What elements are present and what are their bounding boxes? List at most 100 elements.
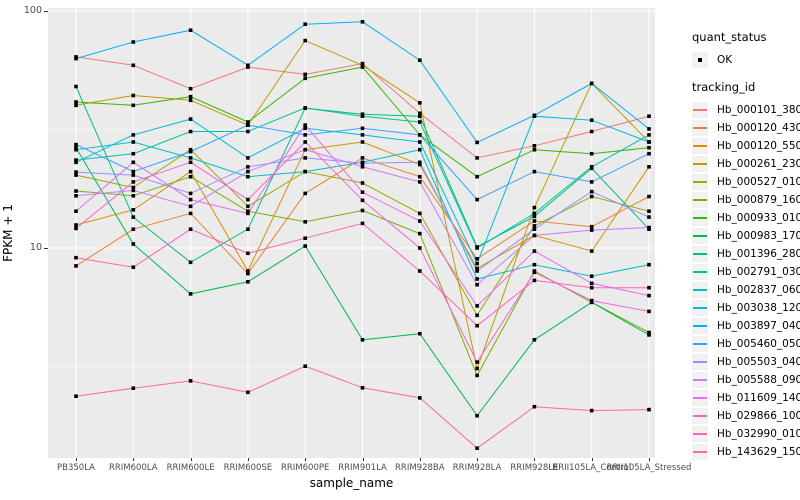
- data-point: [74, 158, 78, 162]
- data-point: [74, 100, 78, 104]
- data-point: [647, 194, 651, 199]
- data-point: [418, 140, 422, 144]
- data-point: [303, 191, 307, 196]
- legend-item-Hb_005503_040: Hb_005503_040: [692, 353, 800, 371]
- data-point: [647, 225, 651, 230]
- legend-item-label: Hb_005588_090: [717, 374, 800, 386]
- data-point: [74, 209, 78, 213]
- legend-item-Hb_032990_010: Hb_032990_010: [692, 425, 800, 443]
- data-point: [532, 262, 537, 267]
- data-point: [74, 160, 78, 165]
- data-point: [303, 22, 307, 26]
- data-point: [246, 227, 250, 231]
- data-point: [418, 58, 422, 62]
- data-point: [647, 114, 651, 118]
- series-color-line-icon: [693, 415, 707, 417]
- data-point: [418, 174, 422, 179]
- data-point: [475, 156, 479, 160]
- data-point: [418, 246, 422, 250]
- x-tick-label: PB350LA: [57, 463, 95, 473]
- data-point: [246, 197, 250, 202]
- data-point: [589, 180, 594, 184]
- data-point: [74, 189, 78, 193]
- data-point: [360, 161, 365, 165]
- data-point: [647, 330, 651, 335]
- legend-item-Hb_143629_150: Hb_143629_150: [692, 443, 800, 461]
- data-point: [418, 147, 422, 152]
- data-point: [532, 249, 537, 253]
- data-point: [188, 211, 193, 216]
- data-point: [475, 261, 479, 266]
- legend-item-label: Hb_005503_040: [717, 356, 800, 368]
- x-tick: [305, 458, 307, 461]
- legend-key-swatch: [692, 246, 708, 262]
- legend-item-label: Hb_029866_100: [717, 410, 800, 422]
- data-point: [131, 188, 136, 193]
- data-point: [74, 84, 78, 89]
- data-point: [360, 198, 365, 203]
- legend-key-swatch: [692, 354, 708, 370]
- legend-item-Hb_000879_160: Hb_000879_160: [692, 191, 800, 209]
- data-point: [475, 313, 479, 318]
- data-point: [532, 219, 537, 223]
- x-tick-label: RRIM600LA: [108, 463, 158, 473]
- data-point: [360, 156, 365, 160]
- data-point: [532, 144, 537, 148]
- legend-item-Hb_000933_010: Hb_000933_010: [692, 209, 800, 227]
- data-point: [475, 257, 479, 261]
- data-point: [188, 149, 193, 154]
- data-point: [647, 293, 651, 298]
- x-tick-label: RRIM928BA: [395, 463, 445, 473]
- legend-item-Hb_003038_120: Hb_003038_120: [692, 299, 800, 317]
- x-tick: [76, 458, 77, 461]
- data-point: [188, 94, 193, 99]
- data-point: [475, 140, 479, 145]
- series-color-line-icon: [693, 217, 707, 219]
- data-point: [418, 162, 422, 167]
- data-point: [246, 63, 250, 68]
- data-point: [246, 156, 250, 160]
- data-point: [418, 160, 422, 165]
- x-tick-label: RRIM901LA: [338, 463, 387, 473]
- series-color-line-icon: [693, 109, 707, 111]
- data-point: [475, 174, 479, 179]
- data-point: [246, 123, 250, 127]
- data-point: [246, 271, 250, 276]
- data-point: [188, 156, 193, 160]
- legend-item-Hb_000120_550: Hb_000120_550: [692, 137, 800, 155]
- legend-item-label: Hb_011609_140: [717, 392, 800, 404]
- series-color-line-icon: [693, 127, 707, 129]
- data-point: [475, 360, 479, 364]
- data-point: [303, 244, 307, 248]
- data-point: [131, 103, 136, 108]
- legend-item-label: Hb_000527_010: [717, 176, 800, 188]
- data-point: [131, 227, 136, 231]
- x-tick: [477, 458, 479, 461]
- legend-item-label: Hb_143629_150: [717, 446, 800, 458]
- data-point: [418, 180, 422, 184]
- data-point: [418, 269, 422, 273]
- legend-key-swatch: [692, 336, 708, 352]
- data-point: [246, 251, 250, 256]
- data-point: [303, 220, 307, 224]
- data-point: [647, 140, 651, 144]
- data-point: [360, 20, 365, 24]
- data-point: [532, 278, 537, 283]
- data-point: [246, 269, 250, 273]
- data-point: [418, 231, 422, 236]
- data-point: [131, 93, 136, 98]
- series-color-line-icon: [693, 253, 707, 255]
- legend-key-swatch: [692, 444, 708, 460]
- data-point: [647, 127, 651, 131]
- legend-title-tracking-id: tracking_id: [692, 80, 756, 94]
- data-point: [303, 126, 307, 131]
- data-point: [131, 180, 136, 184]
- data-point: [188, 174, 193, 179]
- data-point: [589, 298, 594, 303]
- series-color-line-icon: [693, 145, 707, 147]
- data-point: [589, 189, 594, 194]
- data-point: [475, 366, 479, 371]
- data-point: [532, 404, 537, 409]
- x-tick-label: RRIM600LE: [166, 463, 215, 473]
- y-tick-label: 100: [23, 5, 42, 16]
